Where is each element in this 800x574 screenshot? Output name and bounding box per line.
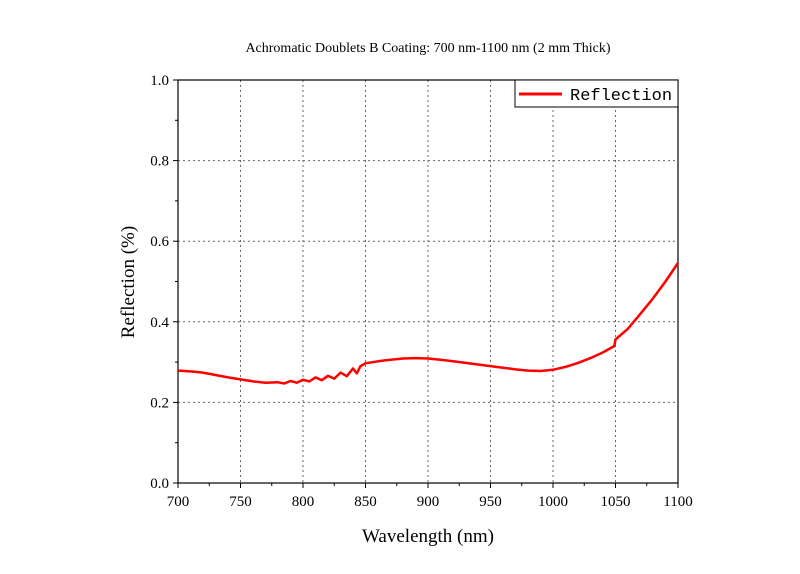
x-tick-label: 700	[167, 494, 190, 510]
y-tick-label: 0.8	[150, 154, 169, 170]
x-tick-label: 1000	[538, 494, 568, 510]
x-tick-label: 850	[354, 494, 377, 510]
x-tick-label: 900	[417, 494, 440, 510]
legend-label: Reflection	[570, 87, 672, 106]
x-tick-label: 1100	[663, 494, 692, 510]
x-tick-label: 950	[479, 494, 502, 510]
y-tick-label: 0.4	[150, 315, 169, 331]
x-axis-label: Wavelength (nm)	[362, 526, 494, 547]
y-tick-label: 0.6	[150, 234, 169, 250]
y-tick-label: 0.2	[150, 395, 169, 411]
legend: Reflection	[514, 79, 679, 108]
y-tick-label: 1.0	[150, 73, 169, 89]
x-tick-label: 800	[292, 494, 315, 510]
chart-title: Achromatic Doublets B Coating: 700 nm-11…	[245, 41, 610, 56]
series-line-reflection	[177, 262, 680, 385]
y-tick-label: 0.0	[150, 476, 169, 492]
x-tick-label: 1050	[601, 494, 631, 510]
plot-frame	[177, 79, 679, 484]
y-axis-label: Reflection (%)	[118, 226, 139, 338]
x-tick-label: 750	[229, 494, 252, 510]
